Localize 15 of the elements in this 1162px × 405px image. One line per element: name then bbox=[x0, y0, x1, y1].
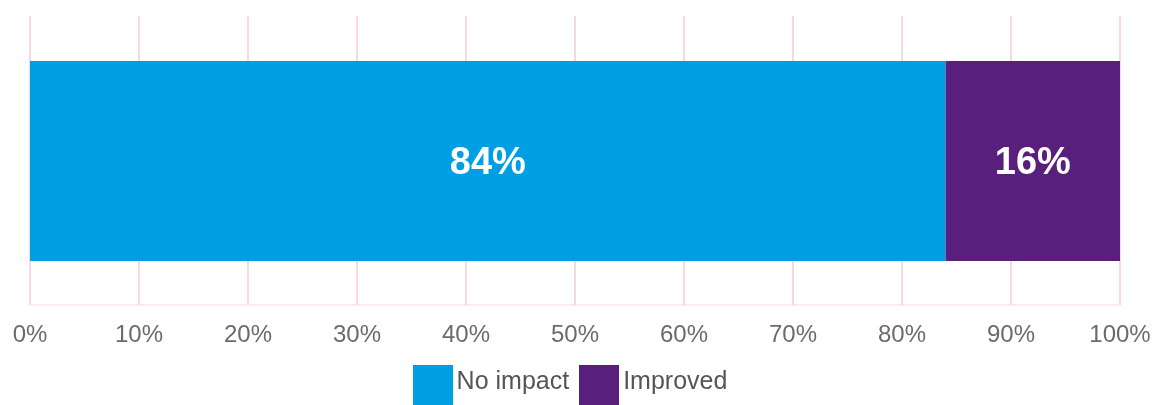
x-tick-label: 50% bbox=[550, 320, 600, 348]
data-label: 16% bbox=[994, 140, 1071, 182]
x-tick-label: 80% bbox=[877, 320, 927, 348]
legend-label: No impact bbox=[456, 366, 570, 395]
x-tick-label: 0% bbox=[12, 320, 48, 348]
x-tick-label: 20% bbox=[223, 320, 273, 348]
x-tick-label: 100% bbox=[1089, 320, 1151, 348]
x-tick-label: 70% bbox=[768, 320, 818, 348]
x-tick-label: 10% bbox=[114, 320, 164, 348]
x-tick-label: 30% bbox=[332, 320, 382, 348]
data-label: 84% bbox=[449, 140, 526, 182]
x-tick-label: 60% bbox=[659, 320, 709, 348]
x-tick-label: 90% bbox=[986, 320, 1036, 348]
x-tick-label: 40% bbox=[441, 320, 491, 348]
legend-label: Improved bbox=[623, 366, 728, 395]
